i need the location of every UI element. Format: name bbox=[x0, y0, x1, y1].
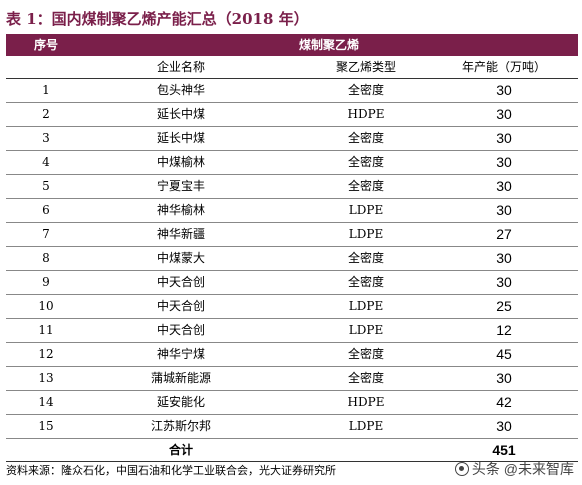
row-type: 全密度 bbox=[347, 155, 384, 169]
table-row: 5 宁夏宝丰 全密度 30 bbox=[6, 175, 578, 199]
row-capacity: 30 bbox=[496, 154, 512, 170]
row-company: 中天合创 bbox=[156, 275, 205, 289]
row-serial-number: 11 bbox=[38, 323, 54, 337]
source-note: 资料来源：隆众石化，中国石油和化学工业联合会，光大证券研究所 bbox=[6, 464, 336, 477]
watermark: 头条 @未来智库 bbox=[454, 459, 574, 479]
row-type: LDPE bbox=[348, 323, 384, 337]
row-capacity: 30 bbox=[496, 178, 512, 194]
table-body: 1 包头神华 全密度 30 2 延长中煤 HDPE 30 3 延长中煤 全密度 30 4 中煤榆林 全密度 3… bbox=[6, 79, 578, 439]
header-serial-number: 序号 bbox=[33, 38, 58, 52]
table-title: 表 1：国内煤制聚乙烯产能汇总（2018 年） bbox=[6, 10, 309, 28]
row-capacity: 25 bbox=[496, 298, 512, 314]
subheader-type: 聚乙烯类型 bbox=[335, 60, 396, 74]
row-type: 全密度 bbox=[347, 347, 384, 361]
row-capacity: 30 bbox=[496, 130, 512, 146]
row-type: 全密度 bbox=[347, 275, 384, 289]
total-label: 合计 bbox=[168, 443, 193, 457]
row-company: 延长中煤 bbox=[156, 131, 205, 145]
table-row: 13 蒲城新能源 全密度 30 bbox=[6, 367, 578, 391]
row-serial-number: 3 bbox=[42, 131, 50, 145]
table-row: 3 延长中煤 全密度 30 bbox=[6, 127, 578, 151]
table-row: 14 延安能化 HDPE 42 bbox=[6, 391, 578, 415]
row-serial-number: 4 bbox=[42, 155, 50, 169]
subheader-company: 企业名称 bbox=[156, 60, 205, 74]
row-capacity: 30 bbox=[496, 274, 512, 290]
row-type: 全密度 bbox=[347, 251, 384, 265]
row-serial-number: 13 bbox=[38, 371, 54, 385]
row-company: 中煤榆林 bbox=[156, 155, 205, 169]
row-capacity: 30 bbox=[496, 370, 512, 386]
row-serial-number: 6 bbox=[42, 203, 50, 217]
row-type: 全密度 bbox=[347, 179, 384, 193]
table-subheader: 企业名称 聚乙烯类型 年产能（万吨） bbox=[6, 56, 578, 79]
row-type: LDPE bbox=[348, 227, 384, 241]
row-company: 中煤蒙大 bbox=[156, 251, 205, 265]
row-serial-number: 8 bbox=[42, 251, 50, 265]
table-row: 11 中天合创 LDPE 12 bbox=[6, 319, 578, 343]
row-serial-number: 12 bbox=[38, 347, 54, 361]
row-type: LDPE bbox=[348, 203, 384, 217]
row-serial-number: 7 bbox=[42, 227, 50, 241]
total-row: 合计 451 bbox=[6, 439, 578, 462]
table-header: 序号 煤制聚乙烯 bbox=[6, 34, 578, 56]
table-row: 1 包头神华 全密度 30 bbox=[6, 79, 578, 103]
row-company: 蒲城新能源 bbox=[150, 371, 211, 385]
capacity-table: 序号 煤制聚乙烯 企业名称 聚乙烯类型 年产能（万吨） 1 包头神华 全密度 30 2 延… bbox=[6, 34, 578, 462]
row-serial-number: 2 bbox=[42, 107, 50, 121]
row-company: 包头神华 bbox=[156, 83, 205, 97]
table-row: 2 延长中煤 HDPE 30 bbox=[6, 103, 578, 127]
row-company: 宁夏宝丰 bbox=[156, 179, 205, 193]
row-company: 中天合创 bbox=[156, 323, 205, 337]
row-company: 中天合创 bbox=[156, 299, 205, 313]
watermark-icon bbox=[454, 462, 469, 476]
row-capacity: 12 bbox=[496, 322, 512, 338]
row-capacity: 30 bbox=[496, 250, 512, 266]
total-value: 451 bbox=[492, 442, 516, 458]
row-serial-number: 9 bbox=[42, 275, 50, 289]
table-row: 8 中煤蒙大 全密度 30 bbox=[6, 247, 578, 271]
row-capacity: 30 bbox=[496, 82, 512, 98]
table-row: 4 中煤榆林 全密度 30 bbox=[6, 151, 578, 175]
header-group-label: 煤制聚乙烯 bbox=[298, 38, 359, 52]
row-type: HDPE bbox=[347, 107, 385, 121]
row-company: 神华新疆 bbox=[156, 227, 205, 241]
row-type: 全密度 bbox=[347, 83, 384, 97]
row-company: 神华榆林 bbox=[156, 203, 205, 217]
row-company: 神华宁煤 bbox=[156, 347, 205, 361]
subheader-capacity: 年产能（万吨） bbox=[461, 60, 546, 74]
row-capacity: 30 bbox=[496, 106, 512, 122]
row-capacity: 30 bbox=[496, 202, 512, 218]
row-serial-number: 14 bbox=[38, 395, 54, 409]
row-company: 延长中煤 bbox=[156, 107, 205, 121]
row-type: LDPE bbox=[348, 299, 384, 313]
table-row: 12 神华宁煤 全密度 45 bbox=[6, 343, 578, 367]
table-row: 15 江苏斯尔邦 LDPE 30 bbox=[6, 415, 578, 439]
row-serial-number: 15 bbox=[38, 419, 54, 433]
watermark-text: 头条 @未来智库 bbox=[471, 461, 574, 477]
row-company: 延安能化 bbox=[156, 395, 205, 409]
row-type: 全密度 bbox=[347, 131, 384, 145]
row-type: 全密度 bbox=[347, 371, 384, 385]
row-serial-number: 10 bbox=[38, 299, 54, 313]
row-capacity: 30 bbox=[496, 418, 512, 434]
table-row: 10 中天合创 LDPE 25 bbox=[6, 295, 578, 319]
row-capacity: 42 bbox=[496, 394, 512, 410]
row-company: 江苏斯尔邦 bbox=[150, 419, 211, 433]
row-capacity: 27 bbox=[496, 226, 512, 242]
table-row: 9 中天合创 全密度 30 bbox=[6, 271, 578, 295]
row-type: LDPE bbox=[348, 419, 384, 433]
row-serial-number: 5 bbox=[42, 179, 50, 193]
row-serial-number: 1 bbox=[42, 83, 50, 97]
table-row: 6 神华榆林 LDPE 30 bbox=[6, 199, 578, 223]
row-type: HDPE bbox=[347, 395, 385, 409]
row-capacity: 45 bbox=[496, 346, 512, 362]
table-row: 7 神华新疆 LDPE 27 bbox=[6, 223, 578, 247]
